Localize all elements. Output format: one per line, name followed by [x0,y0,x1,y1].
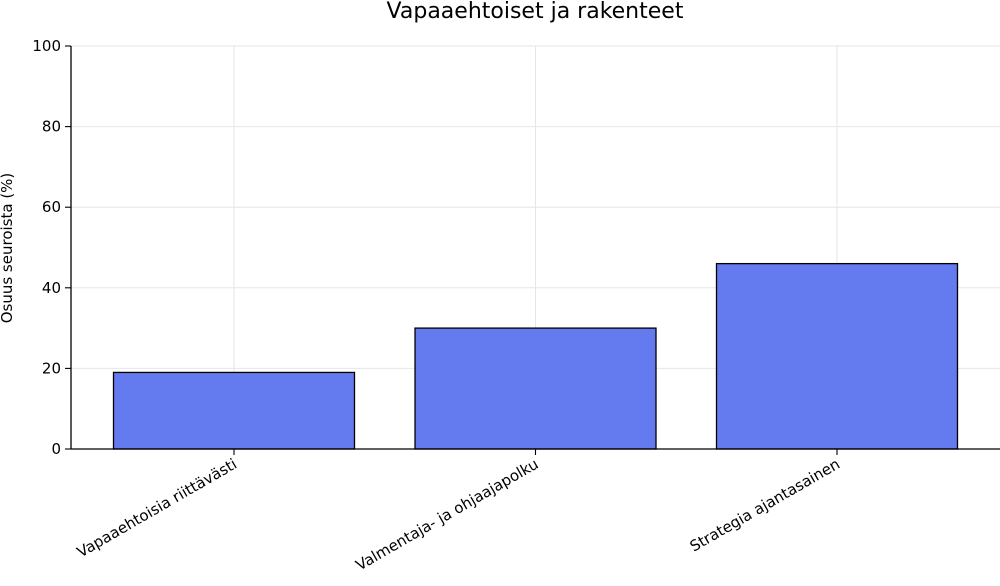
x-tick-label: Strategia ajantasainen [687,455,843,556]
y-tick-label: 80 [42,118,61,136]
x-ticks: Vapaaehtoisia riittävästi Valmentaja- ja … [74,449,843,574]
y-axis-label: Osuus seuroista (%) [0,173,16,324]
bar [414,327,657,450]
y-tick-label: 40 [42,279,61,297]
y-tick-label: 60 [42,198,61,216]
bar [715,262,959,450]
chart-title: Vapaaehtoiset ja rakenteet [387,0,684,24]
y-tick-label: 100 [32,37,61,55]
x-tick-label: Vapaaehtoisia riittävästi [74,455,240,561]
y-tick-label: 0 [51,440,61,458]
bars [112,262,959,450]
y-tick-label: 20 [42,359,61,377]
bar [112,371,356,450]
x-tick-label: Valmentaja- ja ohjaajapolku [353,455,542,574]
y-ticks: 0 20 40 60 80 100 [32,37,71,458]
